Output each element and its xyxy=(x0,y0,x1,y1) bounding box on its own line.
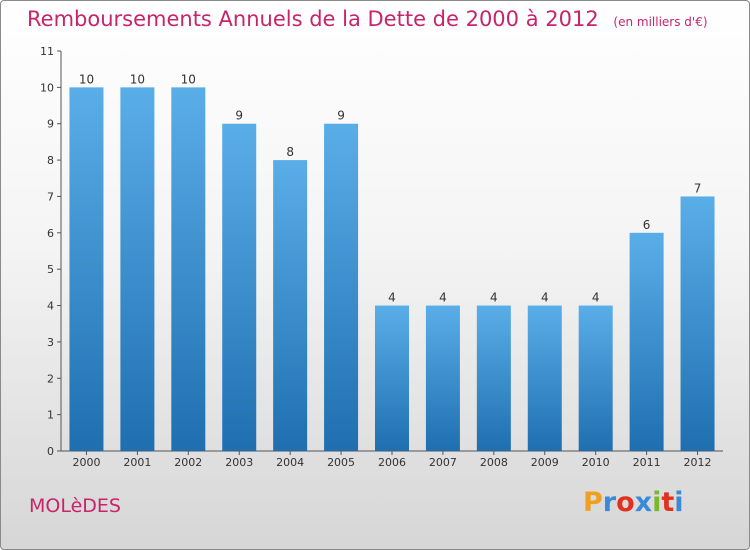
bar[interactable] xyxy=(578,305,613,451)
logo-letter: r xyxy=(602,487,617,518)
data-label: 9 xyxy=(337,109,345,123)
y-tick-label: 10 xyxy=(40,81,54,94)
data-label: 9 xyxy=(235,109,243,123)
commune-name: MOLèDES xyxy=(29,495,121,517)
data-label: 10 xyxy=(130,72,145,86)
y-tick-label: 2 xyxy=(47,372,54,385)
x-tick-label: 2009 xyxy=(531,456,559,469)
data-label: 8 xyxy=(286,145,294,159)
chart-title: Remboursements Annuels de la Dette de 20… xyxy=(27,7,708,31)
x-tick-label: 2004 xyxy=(276,456,304,469)
x-tick-label: 2006 xyxy=(378,456,406,469)
bar[interactable] xyxy=(629,232,664,451)
title-text: Remboursements Annuels de la Dette de 20… xyxy=(27,7,599,31)
x-tick-label: 2002 xyxy=(174,456,202,469)
logo-letter: x xyxy=(634,487,653,518)
x-tick-label: 2005 xyxy=(327,456,355,469)
bar[interactable] xyxy=(680,196,715,451)
bars-group xyxy=(69,87,715,452)
y-tick-label: 4 xyxy=(47,300,54,313)
data-label: 4 xyxy=(541,291,549,305)
x-tick-label: 2007 xyxy=(429,456,457,469)
logo-letter: o xyxy=(616,487,635,518)
x-axis: 2000 2001 2002 2003 2004 2005 2006 2007 2008 2009… xyxy=(61,450,723,469)
x-tick-label: 2011 xyxy=(633,456,661,469)
x-tick-label: 2010 xyxy=(582,456,610,469)
y-tick-label: 1 xyxy=(47,409,54,422)
bar[interactable] xyxy=(171,87,206,451)
bar[interactable] xyxy=(222,123,257,452)
data-label: 10 xyxy=(79,72,94,86)
y-tick-label: 7 xyxy=(47,190,54,203)
y-tick-label: 9 xyxy=(47,118,54,131)
y-tick-label: 3 xyxy=(47,336,54,349)
proxiti-logo[interactable]: Proxiti xyxy=(583,487,684,518)
logo-letter: P xyxy=(583,487,603,518)
x-tick-label: 2000 xyxy=(72,456,100,469)
bar[interactable] xyxy=(375,305,409,451)
bar[interactable] xyxy=(425,305,460,451)
bar[interactable] xyxy=(273,160,308,451)
chart-subtitle: (en milliers d'€) xyxy=(613,15,708,29)
y-tick-label: 8 xyxy=(47,154,54,167)
data-label: 4 xyxy=(439,291,447,305)
data-label: 4 xyxy=(592,291,600,305)
data-label: 4 xyxy=(388,291,396,305)
bar[interactable] xyxy=(324,123,359,452)
bar[interactable] xyxy=(476,305,511,451)
y-tick-label: 0 xyxy=(47,445,54,458)
bar[interactable] xyxy=(120,87,155,451)
logo-letter: i xyxy=(674,487,684,518)
y-tick-label: 11 xyxy=(40,45,54,58)
logo-letter: t xyxy=(661,487,675,518)
data-label: 4 xyxy=(490,291,498,305)
bar[interactable] xyxy=(69,87,104,451)
data-label: 10 xyxy=(181,72,196,86)
x-tick-label: 2012 xyxy=(684,456,712,469)
y-axis: 0 1 2 3 4 5 6 7 8 9 10 11 xyxy=(40,45,62,458)
data-label: 7 xyxy=(694,181,702,195)
y-tick-label: 6 xyxy=(47,227,54,240)
y-tick-label: 5 xyxy=(47,263,54,276)
x-tick-label: 2008 xyxy=(480,456,508,469)
x-tick-label: 2001 xyxy=(123,456,151,469)
data-label: 6 xyxy=(643,218,651,232)
data-labels-group: 10 10 10 9 8 9 4 4 4 4 4 6 7 xyxy=(79,72,702,304)
x-tick-label: 2003 xyxy=(225,456,253,469)
logo-letter: i xyxy=(652,487,662,518)
bar[interactable] xyxy=(527,305,562,451)
